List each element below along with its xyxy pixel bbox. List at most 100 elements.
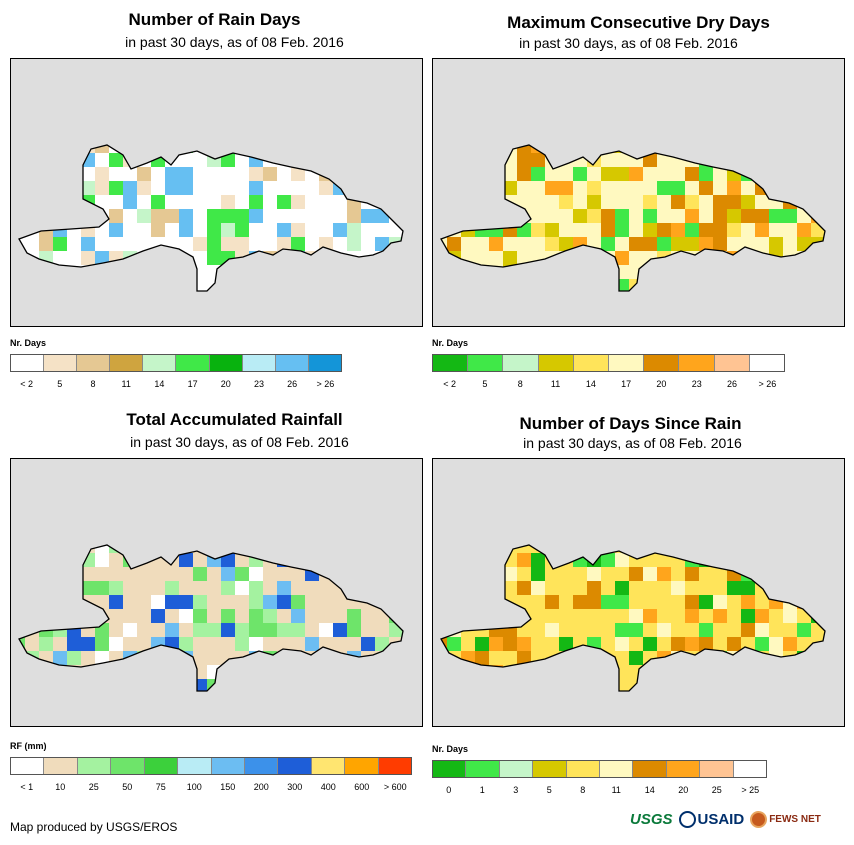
- legend-swatch: [143, 355, 177, 371]
- legend-label: 26: [287, 379, 298, 389]
- legend-label: > 25: [741, 785, 760, 795]
- legend-swatch: [345, 758, 379, 774]
- rain-days-map-graphic: [18, 144, 404, 292]
- legend-label: 10: [55, 782, 66, 792]
- usaid-logo-text: USAID: [697, 810, 745, 828]
- legend-bar: [10, 757, 412, 775]
- legend-swatch: [311, 758, 346, 774]
- legend-label: < 2: [20, 379, 33, 389]
- legend-swatch: [77, 758, 112, 774]
- legend-unit: RF (mm): [10, 741, 47, 751]
- legend-swatch: [209, 355, 243, 371]
- legend-swatch: [533, 761, 567, 777]
- legend-label: > 26: [758, 379, 777, 389]
- legend-swatch: [44, 758, 78, 774]
- legend-swatch: [609, 355, 645, 371]
- panel-subtitle: in past 30 days, as of 08 Feb. 2016: [125, 34, 344, 50]
- legend-label: 5: [57, 379, 63, 389]
- legend-unit: Nr. Days: [432, 744, 469, 754]
- legend-label: 1: [479, 785, 485, 795]
- legend-label: 600: [354, 782, 370, 792]
- legend-swatch: [176, 355, 210, 371]
- legend-swatch: [111, 758, 145, 774]
- legend-label: < 1: [20, 782, 34, 792]
- fews-net-seal-icon: [750, 810, 768, 828]
- legend-swatch: [242, 355, 276, 371]
- legend-labels: 0 1 3 5 8 11 14 20 25 > 25: [432, 785, 767, 797]
- legend-swatch: [666, 761, 701, 777]
- legend-label: 14: [585, 379, 596, 389]
- panel-title: Total Accumulated Rainfall: [126, 410, 343, 429]
- legend-swatch: [644, 355, 680, 371]
- legend-label: 14: [154, 379, 165, 389]
- legend-swatch: [733, 761, 767, 777]
- legend-label: 26: [727, 379, 738, 389]
- max-dry-days-map-graphic: [440, 144, 826, 292]
- legend-label: 400: [320, 782, 336, 792]
- legend-label: 25: [88, 782, 99, 792]
- legend-label: 11: [121, 379, 131, 389]
- legend-swatch: [278, 758, 312, 774]
- legend-label: 200: [253, 782, 269, 792]
- legend-bar: [432, 354, 785, 372]
- legend-swatch: [633, 761, 667, 777]
- legend-swatch: [433, 355, 469, 371]
- legend-labels: < 2 5 8 11 14 17 20 23 26 > 26: [432, 379, 785, 391]
- usaid-seal-icon: [678, 810, 696, 828]
- legend-swatch: [566, 761, 601, 777]
- panel-title: Maximum Consecutive Dry Days: [507, 13, 770, 32]
- panel-title: Number of Rain Days: [128, 10, 301, 29]
- legend-swatch: [110, 355, 144, 371]
- legend-swatch: [244, 758, 279, 774]
- panel-subtitle: in past 30 days, as of 08 Feb. 2016: [523, 435, 742, 451]
- logo-strip: USGS USAID FEWS NET: [630, 806, 845, 832]
- map-rain-days: [10, 58, 423, 327]
- legend-label: 25: [711, 785, 722, 795]
- legend-swatch: [378, 758, 412, 774]
- legend-swatch: [600, 761, 634, 777]
- legend-label: 75: [155, 782, 166, 792]
- legend-label: 100: [186, 782, 202, 792]
- legend-swatch: [77, 355, 111, 371]
- legend-unit: Nr. Days: [10, 338, 47, 348]
- legend-swatch: [211, 758, 245, 774]
- legend-swatch: [503, 355, 539, 371]
- usgs-logo: USGS: [630, 811, 673, 828]
- fews-net-logo-text: FEWS NET: [769, 813, 821, 825]
- map-days-since-rain: [432, 458, 845, 727]
- legend-swatch: [573, 355, 610, 371]
- map-total-rainfall: [10, 458, 423, 727]
- legend-swatch: [679, 355, 715, 371]
- legend-label: 150: [220, 782, 236, 792]
- legend-label: 300: [287, 782, 303, 792]
- legend-label: > 600: [383, 782, 407, 792]
- legend-label: 50: [122, 782, 133, 792]
- total-rainfall-map-graphic: [18, 544, 404, 692]
- legend-labels: < 2 5 8 11 14 17 20 23 26 > 26: [10, 379, 342, 391]
- legend-unit: Nr. Days: [432, 338, 469, 348]
- legend-swatch: [749, 355, 785, 371]
- legend-label: 14: [644, 785, 655, 795]
- days-since-rain-map-graphic: [440, 544, 826, 692]
- legend-label: 11: [611, 785, 621, 795]
- fews-net-logo: FEWS NET: [750, 810, 821, 828]
- legend-label: 20: [656, 379, 667, 389]
- legend-bar: [10, 354, 342, 372]
- legend-swatch: [178, 758, 212, 774]
- legend-label: 11: [550, 379, 561, 389]
- legend-swatch: [538, 355, 574, 371]
- map-max-dry-days: [432, 58, 845, 327]
- panel-title: Number of Days Since Rain: [519, 414, 742, 433]
- usgs-logo-text: USGS: [630, 810, 673, 828]
- legend-label: > 26: [316, 379, 335, 389]
- legend-swatch: [11, 355, 45, 371]
- map-credit: Map produced by USGS/EROS: [10, 820, 178, 834]
- legend-label: 5: [546, 785, 552, 795]
- usaid-logo: USAID: [678, 810, 745, 828]
- legend-label: 20: [220, 379, 231, 389]
- legend-label: 8: [580, 785, 586, 795]
- legend-labels: < 1 10 25 50 75 100 150 200 300 400 600 > 600: [10, 782, 412, 794]
- legend-swatch: [308, 355, 341, 371]
- legend-swatch: [11, 758, 45, 774]
- legend-swatch: [44, 355, 78, 371]
